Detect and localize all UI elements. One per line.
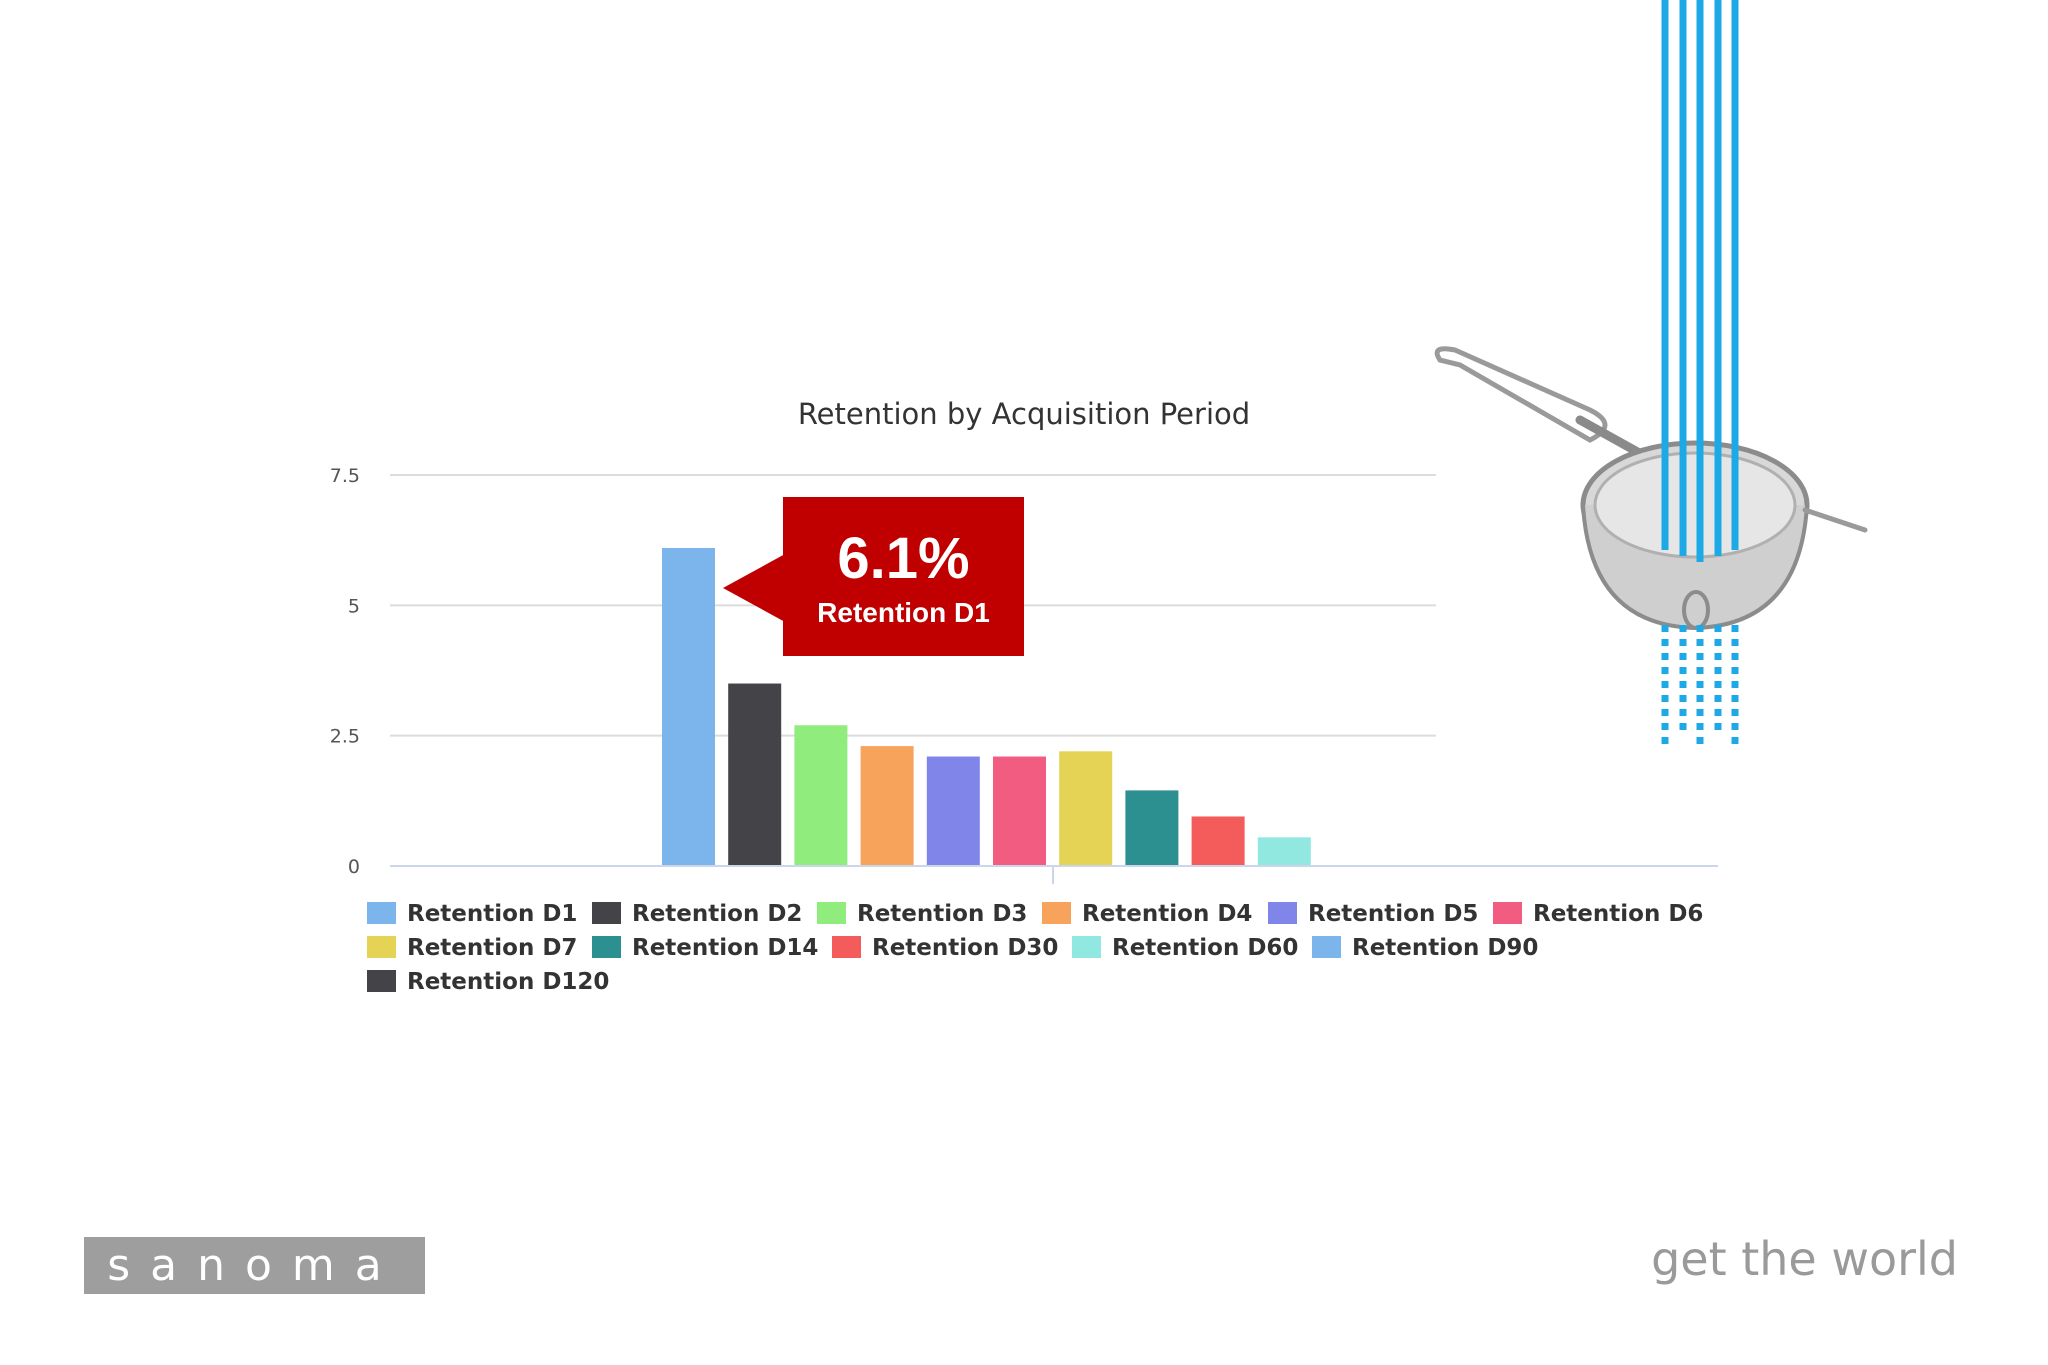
legend: Retention D1 Retention D2 Retention D3 Rete…: [367, 901, 1703, 995]
callout-value: 6.1%: [837, 526, 970, 591]
legend-label: Retention D90: [1352, 935, 1538, 961]
legend-label: Retention D5: [1308, 901, 1478, 927]
bar-retention-d2[interactable]: [728, 683, 782, 866]
callout-label: Retention D1: [817, 597, 990, 628]
legend-swatch: [1268, 902, 1297, 924]
bar-retention-d4[interactable]: [860, 746, 914, 866]
legend-item[interactable]: Retention D1: [367, 901, 577, 927]
legend-label: Retention D4: [1082, 901, 1252, 927]
legend-swatch: [367, 902, 396, 924]
bar-retention-d5[interactable]: [926, 756, 980, 866]
legend-label: Retention D14: [632, 935, 818, 961]
highlight-callout: 6.1% Retention D1: [783, 497, 1024, 656]
legend-item[interactable]: Retention D7: [367, 935, 577, 961]
legend-swatch: [1042, 902, 1071, 924]
strainer-icon: [1434, 0, 1868, 745]
legend-item[interactable]: Retention D30: [832, 935, 1058, 961]
y-tick-label: 0: [348, 856, 360, 878]
legend-item[interactable]: Retention D6: [1493, 901, 1703, 927]
legend-item[interactable]: Retention D2: [592, 901, 802, 927]
y-tick-label: 7.5: [330, 465, 360, 487]
legend-swatch: [1493, 902, 1522, 924]
legend-label: Retention D60: [1112, 935, 1298, 961]
y-axis-ticks: 0 2.5 5 7.5: [330, 465, 360, 878]
y-tick-label: 2.5: [330, 726, 360, 748]
legend-swatch: [592, 936, 621, 958]
tagline: get the world: [1651, 1232, 1958, 1286]
legend-item[interactable]: Retention D4: [1042, 901, 1252, 927]
legend-swatch: [1072, 936, 1101, 958]
bars: [662, 547, 1311, 866]
chart-title: Retention by Acquisition Period: [798, 397, 1250, 431]
legend-item[interactable]: Retention D90: [1312, 935, 1538, 961]
bar-retention-d1[interactable]: [662, 547, 715, 866]
bar-retention-d6[interactable]: [993, 756, 1046, 866]
bar-retention-d3[interactable]: [794, 725, 848, 866]
legend-label: Retention D3: [857, 901, 1027, 927]
legend-label: Retention D30: [872, 935, 1058, 961]
callout-pointer: [723, 554, 785, 622]
legend-label: Retention D1: [407, 901, 577, 927]
legend-swatch: [1312, 936, 1341, 958]
legend-swatch: [367, 970, 396, 992]
legend-label: Retention D6: [1533, 901, 1703, 927]
legend-label: Retention D2: [632, 901, 802, 927]
sanoma-logo: sanoma: [84, 1237, 425, 1294]
legend-swatch: [832, 936, 861, 958]
legend-item[interactable]: Retention D3: [817, 901, 1027, 927]
blue-stripes: [1661, 0, 1739, 745]
legend-swatch: [367, 936, 396, 958]
legend-item[interactable]: Retention D60: [1072, 935, 1298, 961]
legend-swatch: [817, 902, 846, 924]
bar-retention-d14[interactable]: [1125, 790, 1179, 866]
legend-label: Retention D7: [407, 935, 577, 961]
legend-item[interactable]: Retention D5: [1268, 901, 1478, 927]
retention-chart: Retention by Acquisition Period 0 2.5 5 7.5…: [330, 397, 1718, 995]
bar-retention-d7[interactable]: [1059, 751, 1113, 866]
bar-retention-d30[interactable]: [1191, 816, 1245, 866]
legend-item[interactable]: Retention D14: [592, 935, 818, 961]
legend-label: Retention D120: [407, 969, 609, 995]
legend-swatch: [592, 902, 621, 924]
legend-item[interactable]: Retention D120: [367, 969, 609, 995]
bar-retention-d60[interactable]: [1257, 837, 1311, 866]
y-tick-label: 5: [348, 595, 360, 617]
